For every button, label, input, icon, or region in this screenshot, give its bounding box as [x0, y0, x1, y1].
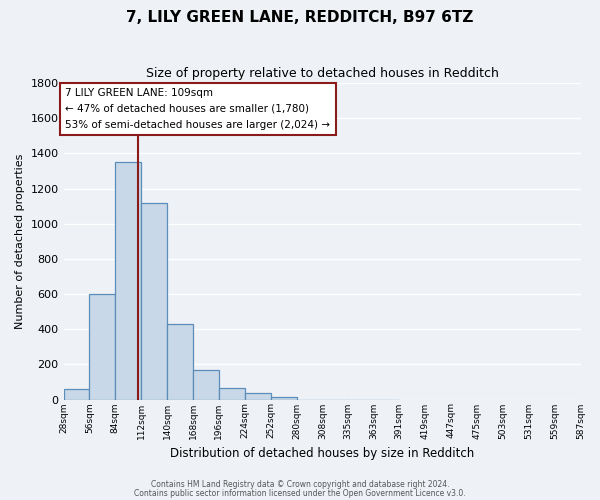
X-axis label: Distribution of detached houses by size in Redditch: Distribution of detached houses by size … [170, 447, 474, 460]
Text: 7, LILY GREEN LANE, REDDITCH, B97 6TZ: 7, LILY GREEN LANE, REDDITCH, B97 6TZ [127, 10, 473, 25]
Bar [219, 388, 245, 400]
Bar [64, 389, 89, 400]
Text: Contains public sector information licensed under the Open Government Licence v3: Contains public sector information licen… [134, 489, 466, 498]
Bar [89, 294, 115, 400]
Y-axis label: Number of detached properties: Number of detached properties [15, 154, 25, 329]
Bar [115, 162, 141, 400]
Bar [271, 397, 296, 400]
Bar [167, 324, 193, 400]
Bar [141, 202, 167, 400]
Text: Contains HM Land Registry data © Crown copyright and database right 2024.: Contains HM Land Registry data © Crown c… [151, 480, 449, 489]
Bar [245, 394, 271, 400]
Title: Size of property relative to detached houses in Redditch: Size of property relative to detached ho… [146, 68, 499, 80]
Bar [193, 370, 219, 400]
Text: 7 LILY GREEN LANE: 109sqm
← 47% of detached houses are smaller (1,780)
53% of se: 7 LILY GREEN LANE: 109sqm ← 47% of detac… [65, 88, 331, 130]
